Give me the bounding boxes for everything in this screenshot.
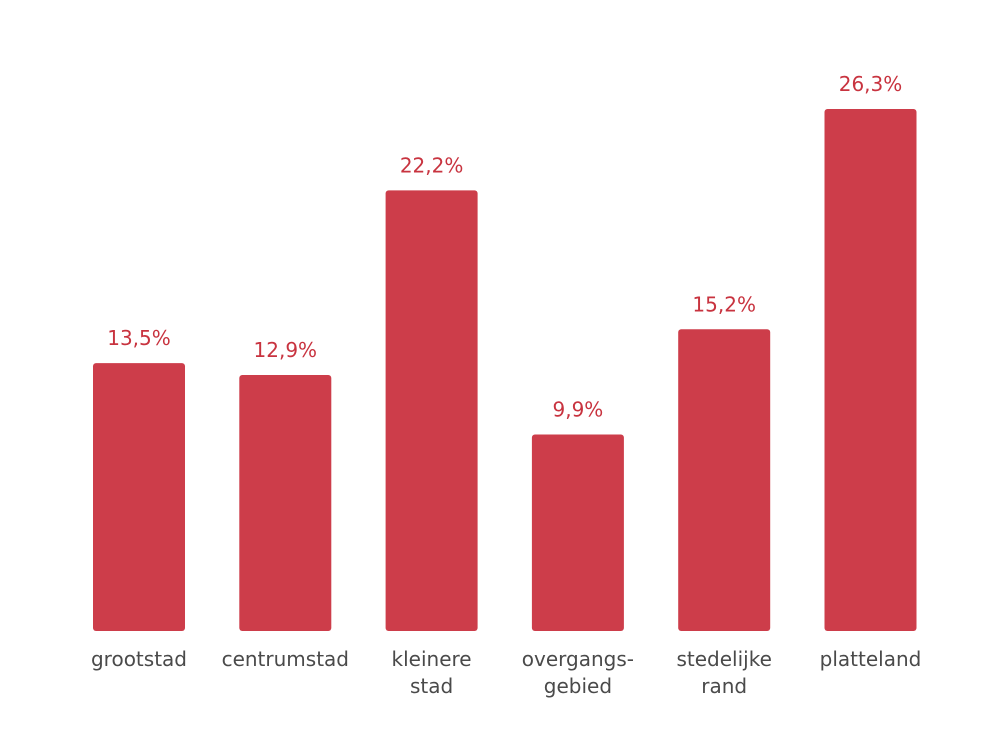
- bar-value-label-2: 22,2%: [400, 153, 464, 177]
- category-label-4-line-0: stedelijke: [676, 647, 771, 671]
- bar-value-label-0: 13,5%: [107, 326, 171, 350]
- bar-value-label-3: 9,9%: [552, 398, 603, 422]
- category-label-3-line-0: overgangs-: [522, 647, 634, 671]
- category-label-4-line-1: rand: [701, 674, 747, 698]
- category-label-5-line-0: platteland: [820, 647, 922, 671]
- bar-value-label-5: 26,3%: [839, 72, 903, 96]
- bar-1: [239, 375, 332, 631]
- category-label-1-line-0: centrumstad: [222, 647, 349, 671]
- bar-0: [93, 363, 185, 631]
- bar-3: [531, 434, 624, 631]
- bar-value-label-4: 15,2%: [692, 292, 756, 316]
- category-label-0-line-0: grootstad: [91, 647, 187, 671]
- category-labels-group: grootstad centrumstad kleinere stad overgang…: [91, 647, 921, 698]
- category-label-2-line-0: kleinere: [392, 647, 472, 671]
- category-label-3-line-1: gebied: [544, 674, 612, 698]
- bar-value-label-1: 12,9%: [254, 338, 318, 362]
- bar-4: [678, 329, 771, 631]
- bar-2: [385, 190, 478, 631]
- value-labels-group: 13,5% 12,9% 22,2% 9,9% 15,2% 26,3%: [107, 72, 902, 422]
- category-label-2-line-1: stad: [410, 674, 453, 698]
- bar-5: [824, 109, 917, 631]
- bars-group: [93, 109, 917, 631]
